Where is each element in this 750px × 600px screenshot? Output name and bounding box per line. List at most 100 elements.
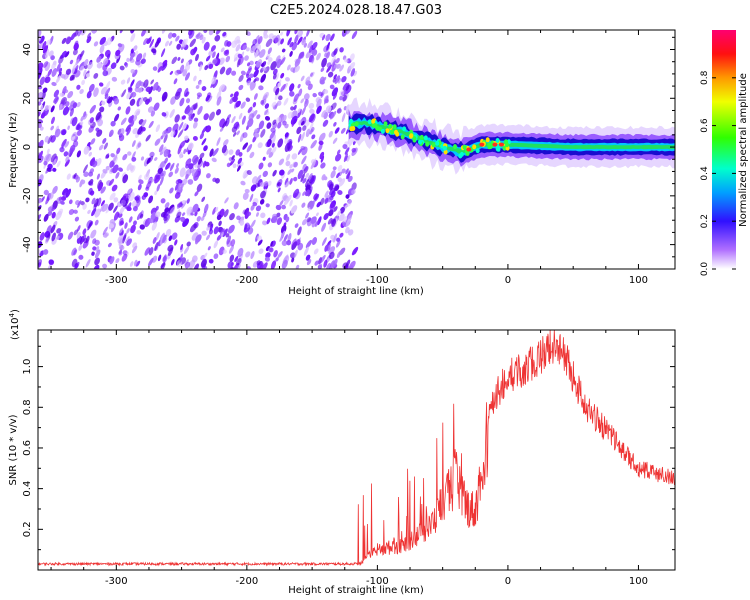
noise-speckle (320, 155, 325, 163)
noise-speckle (240, 180, 246, 186)
noise-speckle (94, 239, 100, 246)
noise-speckle (185, 61, 189, 67)
noise-speckle (329, 84, 335, 90)
noise-speckle (336, 149, 341, 155)
noise-speckle (345, 194, 350, 199)
noise-speckle (171, 32, 177, 38)
noise-speckle (143, 192, 149, 198)
noise-speckle (190, 48, 196, 56)
noise-speckle (238, 216, 245, 224)
noise-speckle (320, 162, 326, 169)
noise-speckle (267, 60, 271, 65)
y-tick-label: 40 (22, 43, 33, 56)
noise-speckle (268, 151, 274, 158)
noise-speckle (225, 55, 231, 63)
noise-speckle (168, 40, 173, 46)
noise-speckle (326, 243, 331, 252)
noise-speckle (309, 108, 315, 114)
noise-speckle (308, 102, 315, 109)
noise-speckle (316, 201, 322, 208)
noise-speckle (76, 84, 81, 90)
noise-speckle (333, 74, 337, 80)
noise-speckle (187, 179, 194, 185)
noise-speckle (247, 118, 254, 128)
noise-speckle (132, 206, 138, 212)
noise-speckle (236, 58, 241, 68)
noise-speckle (318, 257, 323, 265)
signal-peak (409, 129, 414, 135)
noise-speckle (102, 169, 108, 174)
noise-speckle (57, 208, 64, 216)
noise-speckle (94, 208, 101, 218)
noise-speckle (201, 125, 208, 134)
noise-speckle (53, 96, 59, 103)
noise-speckle (104, 232, 110, 237)
noise-speckle (319, 254, 326, 264)
noise-speckle (58, 196, 62, 201)
noise-speckle (250, 204, 255, 211)
noise-speckle (99, 36, 107, 45)
noise-speckle (226, 162, 231, 168)
noise-speckle (188, 30, 195, 39)
noise-speckle (200, 258, 207, 268)
signal-peak (458, 153, 463, 159)
noise-speckle (113, 155, 118, 163)
noise-speckle (183, 38, 188, 48)
noise-speckle (311, 237, 318, 245)
noise-speckle (65, 156, 70, 163)
noise-speckle (88, 83, 95, 93)
noise-speckle (93, 87, 99, 97)
noise-speckle (257, 36, 263, 45)
noise-speckle (126, 163, 132, 171)
noise-speckle (88, 187, 93, 195)
noise-speckle (69, 74, 75, 81)
noise-speckle (297, 36, 302, 46)
noise-speckle (249, 73, 254, 78)
noise-speckle (126, 57, 130, 62)
noise-speckle (80, 115, 85, 122)
noise-speckle (212, 51, 216, 59)
noise-speckle (152, 81, 159, 91)
noise-speckle (180, 58, 184, 64)
noise-speckle (162, 234, 167, 243)
noise-speckle (184, 135, 189, 141)
noise-speckle (249, 151, 255, 159)
noise-speckle (219, 66, 226, 75)
noise-speckle (44, 237, 49, 244)
x-tick-label: -200 (236, 576, 259, 587)
noise-speckle (56, 63, 61, 72)
noise-speckle (144, 173, 150, 180)
noise-speckle (74, 30, 79, 37)
noise-speckle (304, 166, 308, 171)
noise-speckle (164, 202, 170, 209)
noise-speckle (260, 73, 267, 83)
noise-speckle (241, 115, 246, 125)
noise-speckle (38, 150, 43, 160)
signal-peak (373, 122, 378, 128)
noise-speckle (305, 172, 310, 179)
noise-speckle (215, 178, 220, 184)
noise-speckle (297, 108, 301, 114)
noise-speckle (83, 113, 88, 120)
noise-speckle (265, 203, 270, 208)
noise-speckle (315, 212, 319, 217)
noise-speckle (69, 107, 74, 117)
noise-speckle (277, 187, 281, 193)
noise-speckle (328, 130, 333, 138)
noise-speckle (274, 34, 280, 44)
noise-speckle (192, 154, 198, 163)
noise-speckle (322, 119, 329, 127)
noise-speckle (105, 153, 110, 159)
noise-speckle (56, 228, 62, 234)
noise-speckle (52, 60, 57, 66)
noise-speckle (196, 216, 201, 222)
noise-speckle (290, 106, 295, 111)
noise-speckle (177, 203, 182, 208)
noise-speckle (126, 127, 132, 136)
noise-speckle (228, 245, 235, 254)
noise-speckle (220, 231, 224, 237)
noise-speckle (342, 82, 348, 90)
noise-speckle (329, 251, 335, 260)
noise-speckle (242, 192, 249, 201)
noise-speckle (246, 266, 251, 269)
